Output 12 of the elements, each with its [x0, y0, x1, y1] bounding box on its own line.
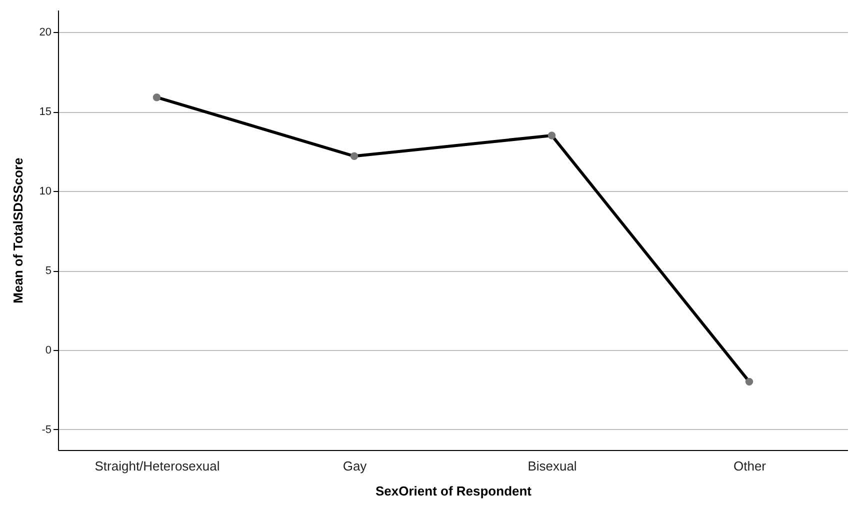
y-tick-label: 15: [39, 106, 52, 118]
y-tick-label: -5: [42, 424, 52, 436]
y-tick-label: 0: [45, 344, 52, 356]
y-tick-label: 20: [39, 26, 52, 39]
x-tick-label: Gay: [342, 458, 368, 474]
x-tick-label: Straight/Heterosexual: [94, 458, 220, 474]
y-tick-label: 10: [39, 186, 52, 198]
x-axis-title: SexOrient of Respondent: [375, 484, 532, 498]
y-axis-title: Mean of TotalSDSScore: [10, 158, 26, 304]
y-tick-label: 5: [45, 265, 52, 278]
x-tick-label: Other: [733, 458, 767, 474]
x-tick-label: Bisexual: [528, 458, 577, 474]
